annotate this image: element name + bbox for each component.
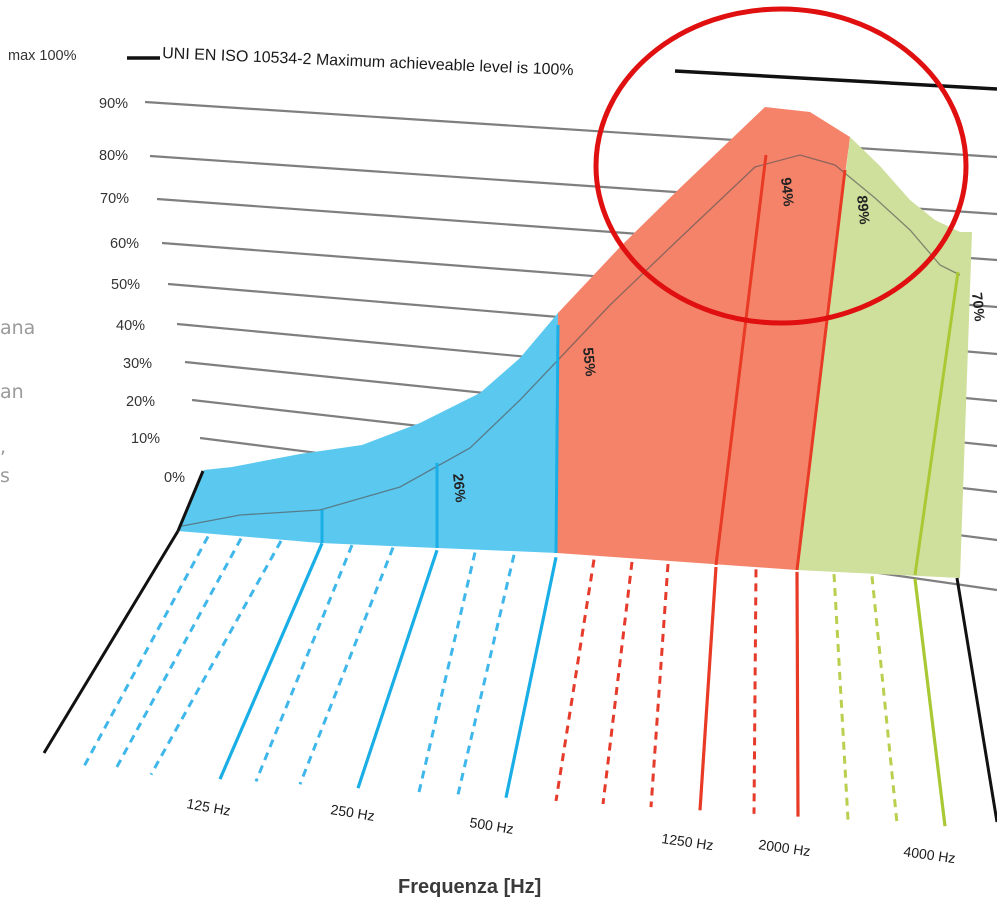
floor-lines bbox=[42, 470, 997, 827]
value-label: 89% bbox=[853, 195, 872, 226]
floor-dashed-line bbox=[149, 540, 283, 776]
y-tick-label: 60% bbox=[110, 236, 139, 252]
area-band-mid bbox=[557, 107, 850, 570]
y-tick-label: 20% bbox=[126, 394, 155, 410]
area-band-low bbox=[178, 313, 558, 553]
gridline bbox=[144, 100, 997, 159]
floor-frequency-line bbox=[356, 549, 439, 789]
side-text-fragment: an bbox=[0, 381, 24, 403]
value-line bbox=[795, 169, 847, 571]
y-tick-label: 40% bbox=[116, 318, 145, 334]
floor-dashed-line bbox=[870, 576, 899, 824]
y-tick-label: 10% bbox=[131, 431, 160, 447]
side-text-fragment: s bbox=[0, 465, 10, 487]
depth-axis-left-extension bbox=[42, 530, 180, 754]
y-tick-label: 70% bbox=[100, 191, 129, 207]
highlight-group bbox=[593, 6, 969, 326]
y-tick-label: max 100% bbox=[8, 48, 77, 64]
value-label: 26% bbox=[449, 473, 468, 504]
floor-dashed-line bbox=[554, 559, 596, 802]
floor-dashed-line bbox=[417, 552, 477, 793]
floor-dashed-line bbox=[80, 535, 210, 771]
floor-dashed-line bbox=[254, 544, 354, 783]
x-tick-label: 250 Hz bbox=[330, 801, 376, 824]
x-tick-label: 2000 Hz bbox=[758, 836, 812, 859]
floor-dashed-line bbox=[456, 554, 516, 795]
floor-dashed-line bbox=[752, 569, 758, 814]
floor-dashed-line bbox=[649, 563, 670, 808]
value-label: 94% bbox=[777, 177, 796, 208]
reference-line bbox=[674, 69, 997, 91]
x-tick-label: 125 Hz bbox=[185, 795, 231, 818]
value-labels: 26% 55% 94% 89% 70% bbox=[449, 177, 987, 504]
area-bands bbox=[178, 107, 972, 578]
floor-frequency-line bbox=[504, 557, 558, 799]
floor-dashed-line bbox=[601, 561, 634, 805]
side-text-fragment: ana bbox=[0, 317, 36, 339]
depth-axis-left bbox=[176, 470, 205, 532]
x-tick-label: 500 Hz bbox=[469, 814, 515, 837]
x-tick-label: 1250 Hz bbox=[661, 830, 715, 853]
y-tick-label: 30% bbox=[123, 356, 152, 372]
reference-line-label: UNI EN ISO 10534-2 Maximum achieveable l… bbox=[162, 45, 574, 79]
value-line bbox=[714, 154, 768, 566]
value-label: 70% bbox=[968, 292, 987, 323]
floor-frequency-line bbox=[913, 578, 947, 827]
value-label: 55% bbox=[579, 347, 598, 378]
x-axis-title: Frequenza [Hz] bbox=[398, 876, 541, 898]
floor-frequency-line bbox=[795, 571, 800, 817]
side-text-fragment: , bbox=[0, 436, 7, 458]
value-lines bbox=[320, 154, 960, 576]
reference-line-group: UNI EN ISO 10534-2 Maximum achieveable l… bbox=[127, 45, 997, 91]
y-axis-labels: 0% 10% 20% 30% 40% 50% 60% 70% 80% 90% max 100% bbox=[8, 48, 185, 486]
x-tick-label: 4000 Hz bbox=[903, 843, 957, 866]
y-tick-label: 50% bbox=[111, 277, 140, 293]
depth-axis-right bbox=[955, 577, 997, 823]
value-line bbox=[554, 324, 560, 554]
floor-frequency-line bbox=[218, 542, 324, 780]
floor-dashed-line bbox=[112, 537, 243, 773]
area-band-high bbox=[797, 137, 972, 578]
value-line bbox=[913, 271, 960, 576]
y-tick-label: 0% bbox=[164, 470, 185, 486]
floor-dashed-line bbox=[832, 573, 850, 821]
floor-frequency-line bbox=[698, 566, 718, 811]
y-tick-label: 80% bbox=[99, 148, 128, 164]
highlight-circle bbox=[593, 6, 969, 326]
x-axis-labels: 125 Hz 250 Hz 500 Hz 1250 Hz 2000 Hz 4000 Hz F… bbox=[185, 795, 956, 898]
floor-dashed-line bbox=[298, 547, 395, 785]
y-tick-label: 90% bbox=[99, 96, 128, 112]
